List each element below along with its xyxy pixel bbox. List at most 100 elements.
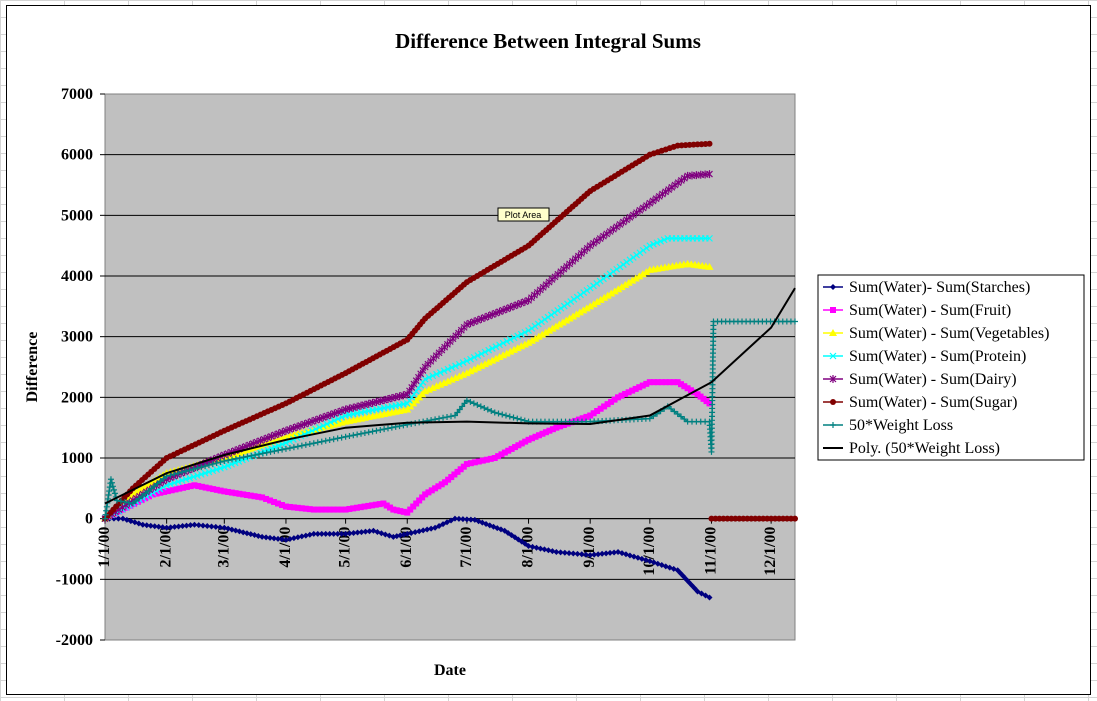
data-point	[228, 489, 235, 496]
data-point	[505, 447, 512, 454]
data-point	[593, 236, 601, 245]
data-point	[629, 387, 636, 394]
data-point	[282, 536, 289, 543]
data-point	[674, 411, 681, 418]
data-point	[830, 399, 836, 405]
data-point	[326, 506, 333, 513]
data-point	[674, 178, 682, 187]
data-point	[310, 440, 317, 447]
data-point	[655, 192, 663, 201]
plot-area-tooltip: Plot Area	[497, 207, 550, 222]
data-point	[488, 310, 496, 319]
legend-label: Sum(Water) - Sum(Dairy)	[849, 371, 1017, 388]
data-point	[587, 552, 594, 559]
series-2	[102, 379, 713, 522]
data-point	[404, 509, 411, 516]
y-tick-label: -1000	[56, 571, 93, 588]
data-point	[132, 488, 141, 496]
data-point	[477, 350, 485, 358]
data-point	[251, 493, 258, 500]
data-point	[542, 429, 549, 436]
data-point	[235, 457, 243, 465]
data-point	[636, 206, 644, 215]
data-point	[521, 328, 529, 336]
data-point	[267, 448, 274, 455]
data-point	[182, 468, 189, 475]
data-point	[202, 484, 209, 491]
data-point	[706, 170, 713, 179]
y-tick-label: 0	[85, 511, 93, 528]
data-point	[282, 503, 289, 510]
y-tick-label: 3000	[61, 329, 93, 346]
legend-label: 50*Weight Loss	[849, 417, 953, 434]
data-point	[142, 490, 149, 497]
data-point	[477, 314, 485, 323]
data-point	[629, 254, 637, 261]
data-point	[275, 429, 283, 438]
data-point	[271, 430, 279, 439]
data-point	[658, 379, 665, 386]
data-point	[531, 334, 540, 342]
data-point	[267, 534, 274, 541]
data-point	[388, 424, 395, 431]
data-point	[149, 477, 158, 485]
legend-item: Sum(Water) - Sum(Dairy)	[823, 371, 1017, 388]
data-point	[179, 523, 186, 530]
data-point	[548, 324, 557, 332]
data-point	[217, 459, 224, 466]
data-point	[255, 451, 262, 458]
data-point	[225, 488, 232, 495]
legend[interactable]: Sum(Water)- Sum(Starches) Sum(Water) - Su…	[817, 274, 1085, 461]
data-point	[470, 400, 477, 407]
data-point	[506, 413, 513, 420]
data-point	[323, 412, 331, 421]
data-point	[506, 347, 515, 355]
data-point	[330, 530, 337, 537]
data-point	[182, 475, 190, 483]
data-point	[579, 415, 586, 422]
data-point	[467, 460, 474, 467]
data-point	[330, 409, 338, 418]
data-point	[186, 474, 194, 482]
data-point	[236, 455, 243, 461]
data-point	[322, 437, 329, 444]
data-point	[525, 327, 532, 335]
data-point	[278, 440, 286, 448]
data-point	[380, 500, 387, 507]
data-point	[326, 437, 333, 444]
data-point	[435, 483, 442, 490]
data-point	[314, 530, 321, 537]
data-point	[671, 408, 678, 415]
data-point	[447, 413, 454, 420]
data-point	[829, 352, 837, 360]
data-point	[544, 313, 552, 321]
data-point	[353, 504, 360, 511]
data-point	[687, 387, 694, 394]
data-point	[529, 435, 536, 442]
data-point	[225, 457, 232, 464]
data-point	[451, 412, 458, 419]
data-point	[139, 493, 146, 500]
data-point	[632, 385, 639, 392]
data-point	[484, 406, 491, 413]
data-point	[652, 194, 660, 203]
data-point	[619, 218, 627, 227]
data-point	[384, 425, 391, 432]
data-point	[578, 551, 585, 558]
data-point	[609, 268, 617, 276]
data-point	[445, 476, 452, 483]
data-point	[792, 318, 798, 325]
data-point	[506, 336, 514, 343]
data-point	[145, 479, 154, 487]
data-point	[522, 438, 529, 445]
data-point	[515, 442, 522, 449]
data-point	[319, 413, 327, 422]
data-point	[206, 485, 213, 492]
series-7	[102, 318, 798, 522]
data-point	[650, 379, 657, 386]
x-tick-label: 3/1/00	[215, 527, 232, 568]
x-tick-label: 9/1/00	[581, 527, 598, 568]
data-point	[168, 487, 175, 494]
data-point	[467, 319, 474, 328]
data-point	[302, 441, 309, 448]
